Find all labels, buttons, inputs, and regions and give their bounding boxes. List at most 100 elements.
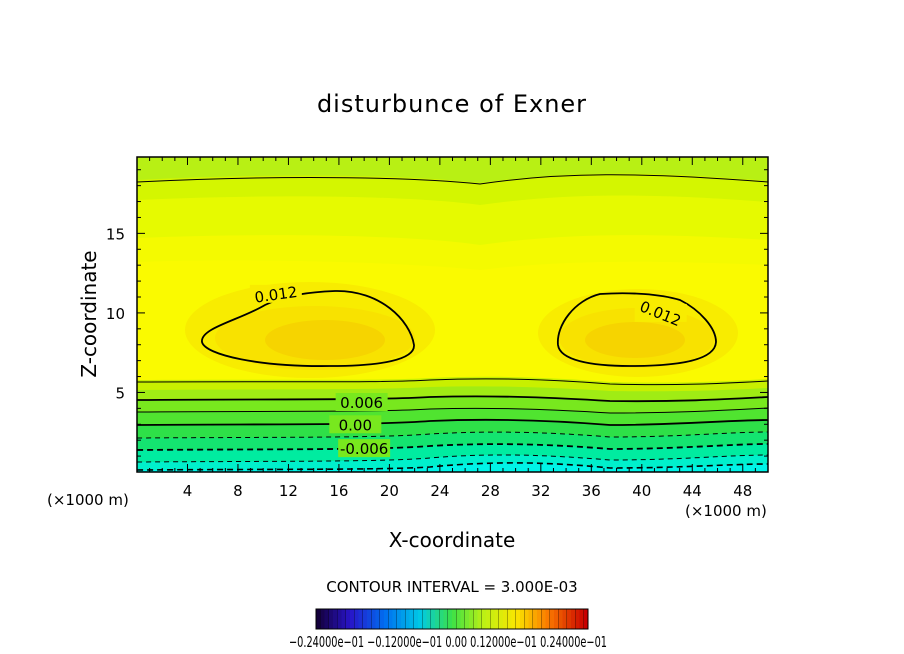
x-axis: 4 8 12 16 20 24 28 32 36 40 44 48: [149, 157, 756, 500]
contour-label-bg: [634, 303, 687, 322]
colorbar-cell: [575, 609, 580, 629]
colorbar-cell: [464, 609, 470, 629]
colorbar-cell: [375, 609, 381, 629]
colorbar-cell: [579, 609, 585, 629]
x-tick-label: 16: [329, 482, 348, 500]
contour-label: -0.006: [340, 440, 388, 458]
colorbar-cell: [507, 609, 512, 629]
contour-line-neg009: [137, 454, 768, 463]
y-axis-label: Z-coordinate: [77, 250, 101, 377]
contour-line-012-left: [201, 290, 415, 367]
colorbar-cell: [486, 609, 491, 629]
colorbar-cell: [583, 609, 589, 629]
colorbar-cell: [469, 609, 474, 629]
contour-line-000: [137, 418, 768, 426]
colorbar-cell: [541, 609, 546, 629]
contour-line-top: [137, 174, 768, 185]
colorbar-cell: [528, 609, 534, 629]
colorbar-cell: [320, 609, 325, 629]
colorbar-cell: [439, 609, 444, 629]
colorbar-cell: [562, 609, 568, 629]
contour-label-bg: [249, 284, 302, 303]
colorbar-cell: [571, 609, 576, 629]
contour-line-012-right: [557, 292, 717, 367]
contour-label-bg: [335, 393, 388, 411]
contour-lines: [137, 174, 768, 471]
x-tick-label: 12: [279, 482, 298, 500]
colorbar-cell: [362, 609, 368, 629]
colorbar-cell: [477, 609, 483, 629]
colorbar-cell: [473, 609, 478, 629]
y-tick-label: 10: [106, 305, 125, 323]
colorbar-cell: [532, 609, 538, 629]
contour-label: 0.006: [340, 394, 383, 412]
colorbar-cell: [333, 609, 338, 629]
y-tick-label: 5: [115, 384, 125, 402]
colorbar-cell: [447, 609, 453, 629]
contour-line-neg003: [137, 431, 768, 439]
colorbar-cell: [549, 609, 555, 629]
contour-interval: CONTOUR INTERVAL = 3.000E-03: [326, 578, 577, 596]
colorbar-cell: [503, 609, 508, 629]
colorbar-cell: [409, 609, 415, 629]
colorbar-cell: [354, 609, 359, 629]
colorbar-cell: [426, 609, 432, 629]
colorbar-cell: [494, 609, 500, 629]
x-tick-label: 32: [531, 482, 550, 500]
colorbar-cell: [537, 609, 542, 629]
contour-label: 0.00: [339, 416, 372, 434]
contour-line-009: [137, 378, 768, 386]
x-tick-label: 4: [183, 482, 193, 500]
y-tick-label: 15: [106, 225, 125, 243]
colorbar-cell: [392, 609, 398, 629]
colorbar-cell: [316, 609, 321, 629]
colorbar-cell: [405, 609, 410, 629]
contour-line-neg006: [137, 443, 768, 451]
max-right-core: [585, 322, 685, 358]
colorbar-cell: [430, 609, 436, 629]
colorbar-cell: [498, 609, 504, 629]
colorbar-cell: [371, 609, 376, 629]
x-tick-label: 8: [233, 482, 243, 500]
chart-title: disturbunce of Exner: [317, 90, 587, 118]
contour-line-006: [137, 395, 768, 403]
colorbar-cell: [456, 609, 461, 629]
colorbar-cell: [345, 609, 351, 629]
colorbar-labels: −0.24000e−01 −0.12000e−01 0.00 0.12000e−…: [289, 633, 607, 651]
colorbar-cell: [490, 609, 495, 629]
colorbar-cell: [460, 609, 466, 629]
colorbar-cell: [558, 609, 563, 629]
contour-label-bg: [329, 415, 382, 434]
x-axis-label: X-coordinate: [389, 528, 516, 552]
y-axis: 5 10 15: [106, 169, 768, 457]
band-bottom: [137, 462, 768, 472]
colorbar-cell: [358, 609, 364, 629]
x-tick-label: 44: [683, 482, 702, 500]
colorbar-cell: [554, 609, 559, 629]
colorbar-cell: [337, 609, 342, 629]
contour-label: 0.012: [253, 283, 298, 307]
x-tick-label: 28: [481, 482, 500, 500]
colorbar-cell: [515, 609, 521, 629]
contour-line-neg012: [137, 462, 768, 471]
colorbar-cell: [328, 609, 334, 629]
colorbar-cell: [566, 609, 572, 629]
x-tick-label: 36: [582, 482, 601, 500]
colorbar-cell: [443, 609, 449, 629]
contour-line-003: [137, 407, 768, 414]
colorbar-frame: [315, 608, 589, 630]
contour-label-bg: [338, 439, 391, 458]
colorbar-cell: [401, 609, 406, 629]
colorbar-cell: [545, 609, 551, 629]
colorbar-cell: [511, 609, 517, 629]
colorbar-cell: [520, 609, 525, 629]
colorbar-cell: [524, 609, 529, 629]
colorbar-cell: [481, 609, 487, 629]
colorbar-cell: [324, 609, 330, 629]
colorbar-cell: [379, 609, 385, 629]
colorbar: [315, 608, 589, 630]
x-unit-right: (×1000 m): [685, 502, 767, 520]
colorbar-cell: [367, 609, 372, 629]
x-tick-label: 24: [430, 482, 449, 500]
